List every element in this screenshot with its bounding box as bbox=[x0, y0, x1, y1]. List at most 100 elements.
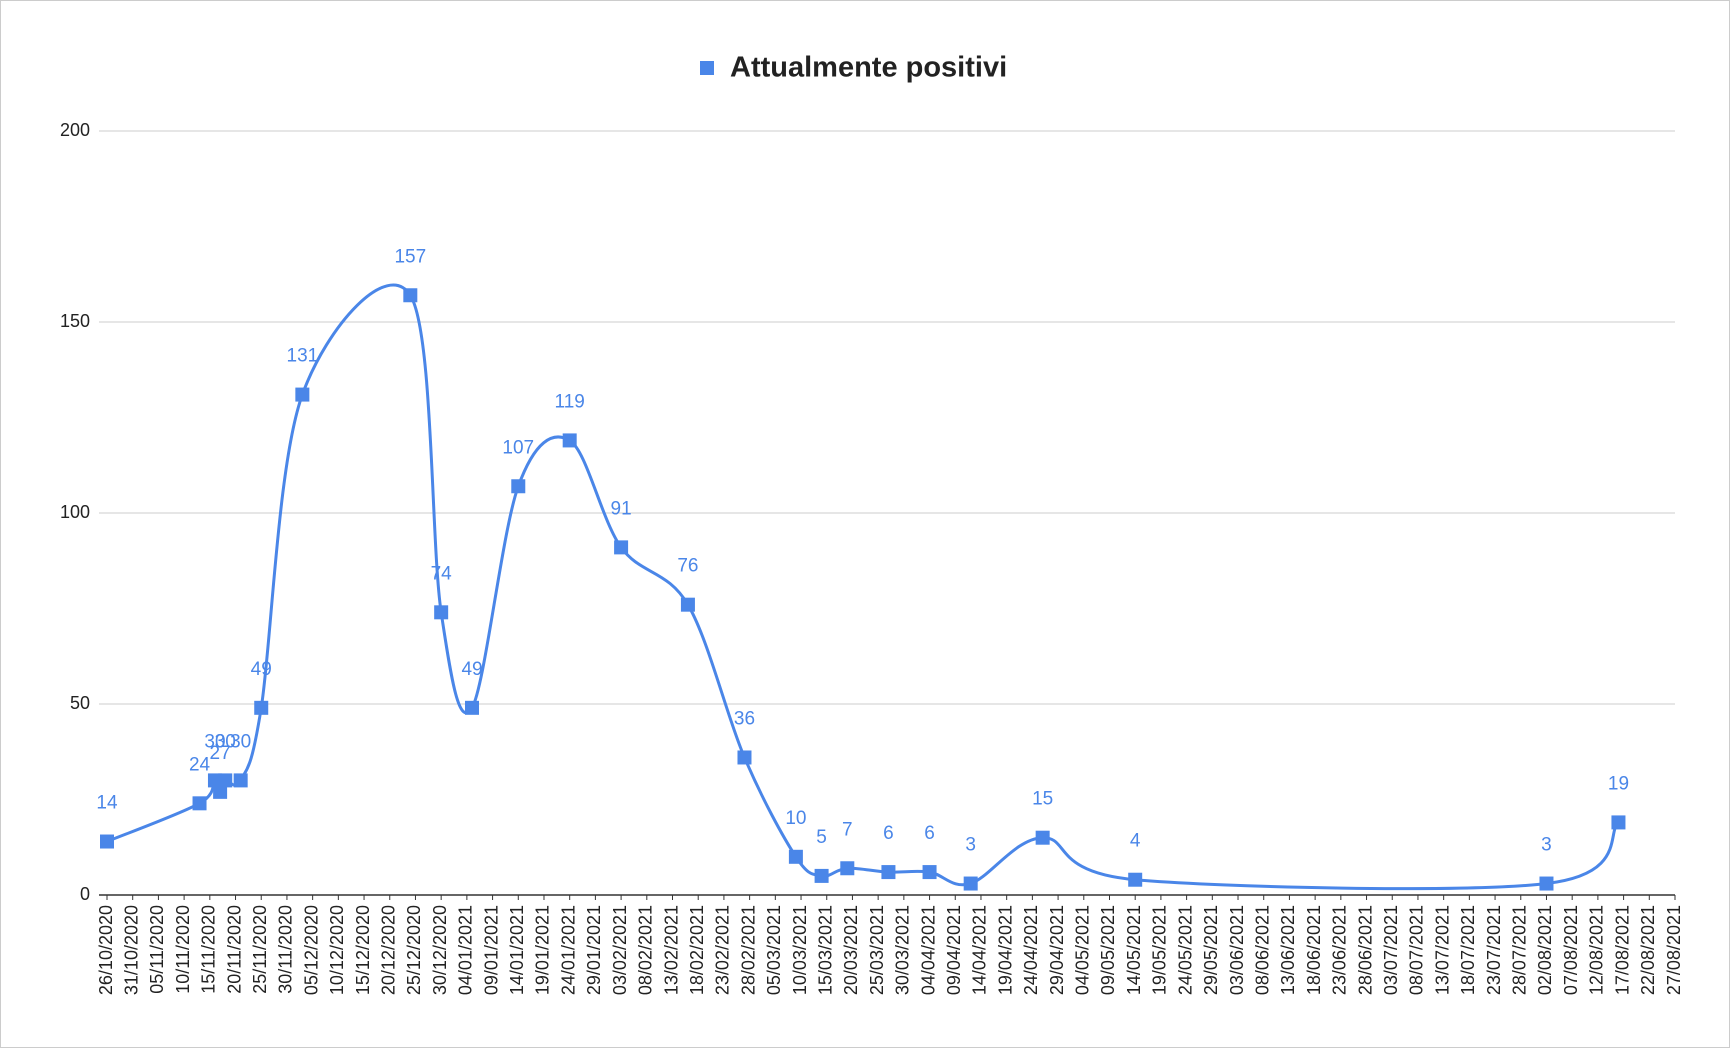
point bbox=[295, 387, 310, 402]
y-tick-label: 50 bbox=[70, 693, 90, 713]
point bbox=[511, 479, 526, 494]
x-tick-label: 14/04/2021 bbox=[970, 905, 990, 995]
legend-swatch bbox=[700, 61, 714, 75]
x-tick-label: 26/10/2020 bbox=[96, 905, 116, 995]
x-tick-label: 04/01/2021 bbox=[456, 905, 476, 995]
data-label: 14 bbox=[96, 793, 118, 814]
x-tick-label: 08/06/2021 bbox=[1252, 905, 1272, 995]
data-label: 6 bbox=[883, 823, 894, 844]
x-tick-label: 14/05/2021 bbox=[1124, 905, 1144, 995]
x-tick-label: 03/02/2021 bbox=[610, 905, 630, 995]
x-tick-label: 08/07/2021 bbox=[1407, 905, 1427, 995]
x-tick-label: 15/12/2020 bbox=[353, 905, 373, 995]
x-tick-label: 25/12/2020 bbox=[404, 905, 424, 995]
point bbox=[1128, 872, 1143, 887]
data-label: 10 bbox=[785, 808, 806, 829]
point bbox=[840, 861, 855, 876]
x-tick-label: 25/11/2020 bbox=[250, 905, 270, 994]
point bbox=[788, 849, 803, 864]
x-tick-label: 17/08/2021 bbox=[1612, 905, 1632, 995]
x-tick-label: 04/04/2021 bbox=[918, 905, 938, 995]
x-tick-label: 24/01/2021 bbox=[558, 905, 578, 995]
x-tick-label: 14/01/2021 bbox=[507, 905, 527, 995]
x-tick-label: 31/10/2020 bbox=[121, 905, 141, 995]
x-tick-label: 23/07/2021 bbox=[1484, 905, 1504, 995]
x-tick-label: 09/01/2021 bbox=[481, 905, 501, 995]
x-tick-label: 18/02/2021 bbox=[687, 905, 707, 995]
point bbox=[254, 700, 269, 715]
point bbox=[403, 288, 418, 303]
y-tick-label: 100 bbox=[60, 502, 90, 522]
x-tick-label: 02/08/2021 bbox=[1535, 905, 1555, 995]
legend-label: Attualmente positivi bbox=[730, 52, 1007, 84]
x-tick-label: 09/05/2021 bbox=[1098, 905, 1118, 995]
x-tick-label: 19/04/2021 bbox=[995, 905, 1015, 995]
data-label: 30 bbox=[230, 731, 251, 752]
x-tick-label: 10/03/2021 bbox=[790, 905, 810, 995]
data-label: 107 bbox=[502, 437, 534, 458]
data-label: 6 bbox=[924, 823, 935, 844]
data-label: 131 bbox=[287, 346, 319, 367]
point bbox=[1611, 815, 1626, 830]
point bbox=[1035, 830, 1050, 845]
x-tick-label: 19/01/2021 bbox=[533, 905, 553, 995]
point bbox=[614, 540, 629, 555]
point bbox=[881, 865, 896, 880]
point bbox=[1539, 876, 1554, 891]
data-label: 27 bbox=[210, 743, 231, 764]
x-tick-label: 05/12/2020 bbox=[301, 905, 321, 995]
x-tick-label: 10/11/2020 bbox=[173, 905, 193, 994]
x-tick-label: 13/07/2021 bbox=[1432, 905, 1452, 995]
x-tick-label: 25/03/2021 bbox=[867, 905, 887, 995]
x-tick-label: 29/05/2021 bbox=[1201, 905, 1221, 995]
x-tick-label: 30/11/2020 bbox=[276, 905, 296, 994]
y-tick-label: 0 bbox=[80, 884, 90, 904]
x-tick-label: 29/01/2021 bbox=[584, 905, 604, 995]
data-label: 19 bbox=[1608, 773, 1629, 794]
data-label: 36 bbox=[734, 708, 755, 729]
point bbox=[233, 773, 248, 788]
x-tick-label: 19/05/2021 bbox=[1150, 905, 1170, 995]
x-tick-label: 28/06/2021 bbox=[1355, 905, 1375, 995]
data-label: 15 bbox=[1032, 789, 1053, 810]
x-tick-label: 27/08/2021 bbox=[1664, 905, 1684, 995]
series-line bbox=[106, 283, 1620, 891]
x-tick-label: 28/02/2021 bbox=[738, 905, 758, 995]
x-tick-label: 13/02/2021 bbox=[661, 905, 681, 995]
data-label: 30 bbox=[215, 731, 236, 752]
x-tick-label: 23/06/2021 bbox=[1330, 905, 1350, 995]
data-label: 3 bbox=[965, 835, 976, 856]
data-label: 24 bbox=[189, 754, 211, 775]
x-tick-label: 09/04/2021 bbox=[944, 905, 964, 995]
data-label: 5 bbox=[816, 827, 827, 848]
data-label: 157 bbox=[394, 246, 426, 267]
x-tick-label: 05/03/2021 bbox=[764, 905, 784, 995]
point bbox=[434, 605, 449, 620]
x-tick-label: 20/12/2020 bbox=[379, 905, 399, 995]
x-tick-label: 18/06/2021 bbox=[1304, 905, 1324, 995]
data-label: 49 bbox=[461, 659, 482, 680]
x-tick-label: 30/12/2020 bbox=[430, 905, 450, 995]
x-tick-label: 03/06/2021 bbox=[1227, 905, 1247, 995]
x-tick-label: 05/11/2020 bbox=[147, 905, 167, 994]
point bbox=[218, 773, 233, 788]
point bbox=[465, 700, 480, 715]
data-label: 3 bbox=[1541, 835, 1552, 856]
point bbox=[192, 796, 207, 811]
point bbox=[814, 868, 829, 883]
point bbox=[562, 433, 577, 448]
point bbox=[963, 876, 978, 891]
data-label: 49 bbox=[251, 659, 272, 680]
x-tick-label: 24/05/2021 bbox=[1175, 905, 1195, 995]
x-tick-label: 28/07/2021 bbox=[1510, 905, 1530, 995]
data-label: 4 bbox=[1130, 831, 1141, 852]
x-tick-label: 12/08/2021 bbox=[1587, 905, 1607, 995]
x-tick-label: 30/03/2021 bbox=[893, 905, 913, 995]
point bbox=[922, 865, 937, 880]
x-tick-label: 22/08/2021 bbox=[1638, 905, 1658, 995]
data-label: 76 bbox=[677, 556, 698, 577]
data-label: 74 bbox=[431, 563, 453, 584]
x-tick-label: 08/02/2021 bbox=[636, 905, 656, 995]
